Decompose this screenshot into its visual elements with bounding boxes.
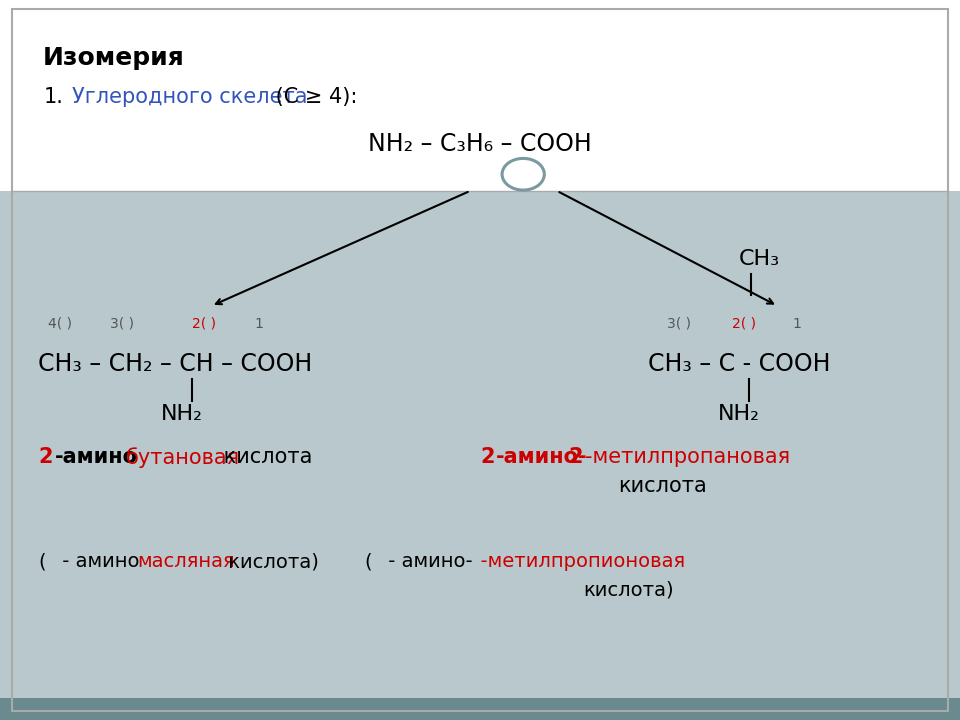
Text: -амино-: -амино- — [496, 447, 588, 467]
Text: 2( ): 2( ) — [192, 317, 216, 331]
Text: 1: 1 — [254, 317, 263, 331]
Text: CH₃ – C - COOH: CH₃ – C - COOH — [648, 351, 830, 376]
Text: Изомерия: Изомерия — [43, 45, 185, 70]
Text: -амино: -амино — [55, 447, 137, 467]
Text: - амино: - амино — [56, 552, 139, 571]
Bar — [0, 191, 960, 698]
Text: - амино-: - амино- — [382, 552, 472, 571]
Text: Углеродного скелета: Углеродного скелета — [72, 87, 307, 107]
Text: NH₂: NH₂ — [161, 404, 204, 424]
Text: 2: 2 — [480, 447, 494, 467]
Text: кислота): кислота) — [584, 581, 674, 600]
Text: масляная: масляная — [137, 552, 235, 571]
Text: CH₃ – CH₂ – CH – COOH: CH₃ – CH₂ – CH – COOH — [38, 351, 313, 376]
Text: -метилпропионовая: -метилпропионовая — [468, 552, 685, 571]
Text: 3( ): 3( ) — [667, 317, 691, 331]
Bar — [0, 0, 960, 191]
Text: 3( ): 3( ) — [110, 317, 134, 331]
Text: кислота: кислота — [217, 447, 312, 467]
Text: 2: 2 — [568, 447, 583, 467]
Text: NH₂ – C₃H₆ – COOH: NH₂ – C₃H₆ – COOH — [368, 132, 592, 156]
Text: кислота: кислота — [618, 476, 707, 496]
Text: 1.: 1. — [43, 87, 63, 107]
Text: 4( ): 4( ) — [48, 317, 72, 331]
Text: 2: 2 — [38, 447, 53, 467]
Text: -метилпропановая: -метилпропановая — [585, 447, 790, 467]
Text: CH₃: CH₃ — [739, 249, 780, 269]
Text: кислота): кислота) — [222, 552, 319, 571]
Text: (С ≥ 4):: (С ≥ 4): — [269, 87, 357, 107]
Text: (: ( — [365, 552, 372, 571]
Bar — [0, 698, 960, 720]
Text: 2( ): 2( ) — [732, 317, 756, 331]
Text: 1: 1 — [792, 317, 801, 331]
Text: бутановая: бутановая — [126, 447, 240, 467]
Text: NH₂: NH₂ — [718, 404, 760, 424]
Text: (: ( — [38, 552, 46, 571]
